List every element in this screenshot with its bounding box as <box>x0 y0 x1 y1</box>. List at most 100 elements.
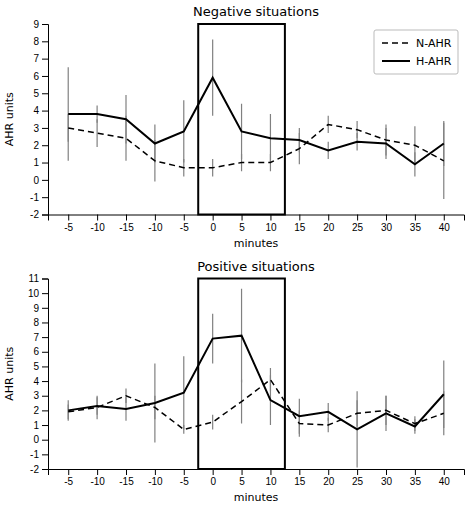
y-tick: -2 <box>30 464 48 475</box>
x-tick: -10 <box>90 469 105 487</box>
y-tick: 9 <box>33 303 48 314</box>
y-tick-mark <box>42 337 48 338</box>
y-axis-line <box>42 279 49 470</box>
x-tick-label: 0 <box>210 222 216 233</box>
x-tick: 35 <box>410 469 422 487</box>
y-tick-mark <box>42 322 48 323</box>
x-tick: 5 <box>239 469 245 487</box>
x-tick-mark <box>299 469 300 475</box>
x-tick: 5 <box>239 215 245 233</box>
y-tick: 3 <box>33 123 48 134</box>
x-tick: -5 <box>180 215 189 233</box>
x-tick-mark <box>415 215 416 221</box>
x-tick-label: -15 <box>119 222 134 233</box>
y-axis-line <box>42 25 49 216</box>
error-bar <box>97 119 98 147</box>
y-tick-label: -1 <box>30 449 39 460</box>
y-tick-mark <box>42 279 48 280</box>
y-tick: 7 <box>33 53 48 64</box>
x-tick-label: -5 <box>64 476 73 487</box>
x-axis-title: minutes <box>234 237 279 250</box>
y-tick: 11 <box>29 273 48 284</box>
x-tick-label: -10 <box>90 476 105 487</box>
y-tick: 0 <box>33 175 48 186</box>
error-bar <box>97 396 98 419</box>
x-tick-label: 35 <box>410 476 422 487</box>
x-tick-mark <box>126 469 127 475</box>
y-tick-label: 7 <box>33 332 39 343</box>
x-tick-label: -5 <box>180 222 189 233</box>
x-axis-line <box>49 215 465 221</box>
x-tick-label: 5 <box>239 222 245 233</box>
x-tick-mark <box>68 469 69 475</box>
x-tick: -10 <box>90 215 105 233</box>
x-tick: 0 <box>210 469 216 487</box>
series-line <box>68 78 444 165</box>
x-tick-label: 40 <box>439 222 451 233</box>
y-tick-label: 1 <box>33 157 39 168</box>
x-tick-label: 30 <box>381 222 393 233</box>
x-tick-label: 15 <box>294 222 306 233</box>
y-tick-label: 6 <box>33 346 39 357</box>
x-tick-label: -5 <box>64 222 73 233</box>
x-tick: 30 <box>381 469 393 487</box>
x-tick-label: 5 <box>239 476 245 487</box>
x-tick-label: 20 <box>323 222 335 233</box>
x-tick-mark <box>126 215 127 221</box>
y-tick-label: -2 <box>30 209 39 220</box>
series-line <box>68 336 444 430</box>
y-tick: -1 <box>30 449 48 460</box>
x-tick: 40 <box>439 469 451 487</box>
y-tick: 5 <box>33 88 48 99</box>
x-tick-label: 0 <box>210 476 216 487</box>
y-tick: 4 <box>33 376 48 387</box>
x-axis-line <box>49 470 465 476</box>
series-line <box>68 124 444 167</box>
y-tick: 2 <box>33 405 48 416</box>
y-tick-mark <box>42 293 48 294</box>
x-tick-label: 40 <box>439 476 451 487</box>
x-axis-title: minutes <box>234 491 279 504</box>
plot-area <box>68 289 444 468</box>
x-tick-mark <box>415 469 416 475</box>
x-tick-mark <box>155 469 156 475</box>
legend-swatch <box>382 60 410 62</box>
x-tick-label: 30 <box>381 476 393 487</box>
y-tick-mark <box>42 440 48 441</box>
x-tick-mark <box>97 469 98 475</box>
x-tick: 10 <box>265 469 277 487</box>
y-tick-mark <box>42 59 48 60</box>
panel: -5-10-15-10-50510152025303540-2-10123456… <box>3 259 465 505</box>
y-tick: 5 <box>33 361 48 372</box>
y-tick: 8 <box>33 317 48 328</box>
y-tick-label: 5 <box>33 88 39 99</box>
y-axis: -2-101234567891011 <box>28 273 49 475</box>
y-tick-mark <box>42 366 48 367</box>
x-tick: 15 <box>294 215 306 233</box>
y-tick-mark <box>42 197 48 198</box>
y-tick-mark <box>42 410 48 411</box>
highlight-rect <box>198 279 285 470</box>
y-tick-mark <box>42 180 48 181</box>
x-axis: -5-10-15-10-50510152025303540 <box>49 469 465 487</box>
x-tick: 40 <box>439 215 451 233</box>
y-tick-mark <box>42 396 48 397</box>
legend-label: H-AHR <box>416 55 452 68</box>
x-tick-mark <box>299 215 300 221</box>
x-tick-mark <box>357 469 358 475</box>
x-tick: -5 <box>64 215 73 233</box>
y-tick-label: 4 <box>33 376 39 387</box>
y-tick: 8 <box>33 36 48 47</box>
y-tick-label: 9 <box>33 19 39 30</box>
y-axis-title: AHR units <box>3 92 16 146</box>
x-tick-mark <box>386 469 387 475</box>
y-tick-label: 2 <box>33 140 39 151</box>
y-tick-label: 0 <box>33 175 39 186</box>
legend-swatch <box>382 42 410 44</box>
chart-title: Negative situations <box>193 4 319 19</box>
y-tick-label: 11 <box>29 273 40 284</box>
x-tick: -15 <box>119 215 134 233</box>
y-tick: 9 <box>33 19 48 30</box>
y-tick-label: 5 <box>33 361 39 372</box>
y-tick-label: 3 <box>33 390 39 401</box>
